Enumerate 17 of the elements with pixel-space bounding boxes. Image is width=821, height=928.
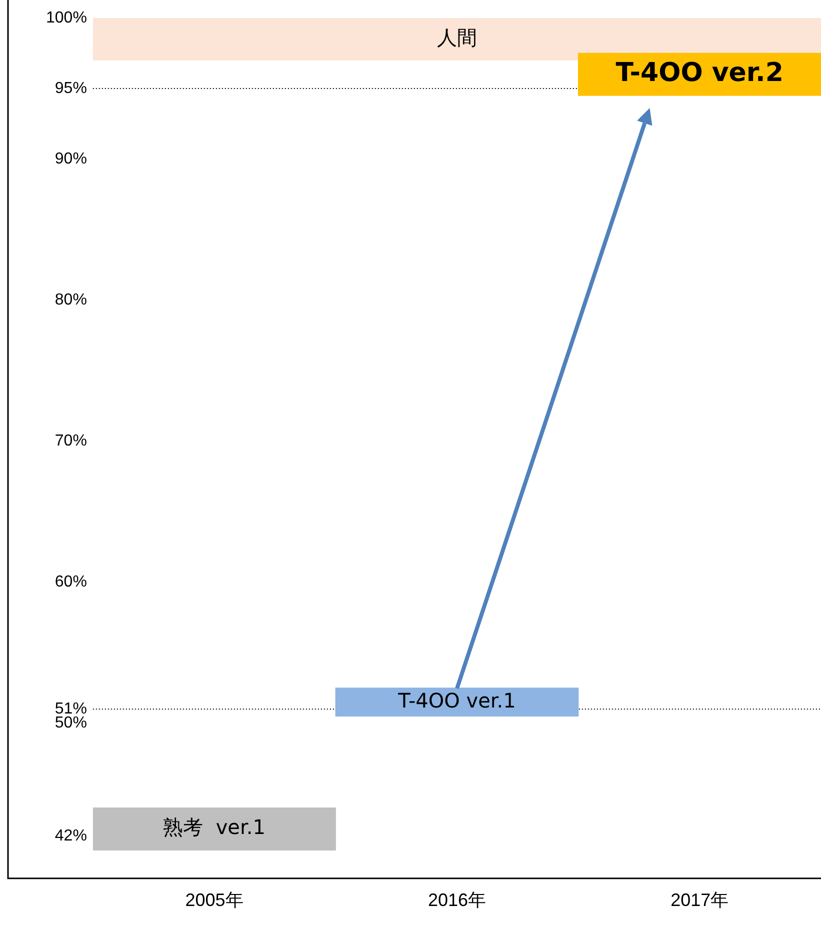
y-tick-label: 70% <box>54 432 87 450</box>
band-label: 人間 <box>436 25 477 50</box>
x-tick-label: 2016年 <box>428 890 486 910</box>
y-tick-label: 90% <box>54 150 87 168</box>
y-tick-label: 80% <box>54 292 87 309</box>
bar <box>335 688 579 717</box>
data-label: T-4OO ver.1 <box>397 688 516 712</box>
y-tick-label: 42% <box>54 827 87 844</box>
data-label: T-4OO ver.2 <box>616 58 784 88</box>
y-tick-label: 50% <box>54 714 87 732</box>
y-tick-label: 95% <box>54 80 87 97</box>
bar <box>92 808 336 851</box>
data-label: 熟考 ver.1 <box>163 815 266 840</box>
x-tick-label: 2017年 <box>670 890 729 910</box>
y-tick-label: 100% <box>46 9 87 26</box>
y-tick-label: 60% <box>54 574 87 591</box>
x-tick-label: 2005年 <box>185 890 244 910</box>
